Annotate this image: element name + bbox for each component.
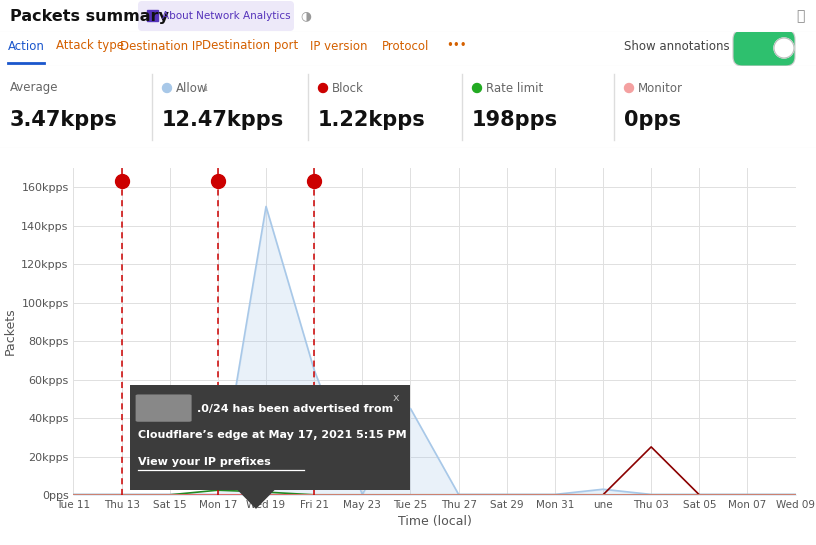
Text: Packets summary: Packets summary (10, 9, 169, 23)
Text: Action: Action (8, 39, 45, 52)
Text: .0/24 has been advertised from: .0/24 has been advertised from (197, 404, 393, 414)
Text: 12.47kpps: 12.47kpps (162, 110, 284, 130)
Text: 1.22kpps: 1.22kpps (318, 110, 426, 130)
Polygon shape (237, 489, 276, 509)
Circle shape (472, 83, 481, 93)
Text: View your IP prefixes: View your IP prefixes (139, 457, 271, 467)
Text: 0pps: 0pps (624, 110, 681, 130)
Text: Allow: Allow (176, 82, 207, 94)
X-axis label: Time (local): Time (local) (397, 516, 472, 529)
FancyBboxPatch shape (733, 30, 795, 66)
Y-axis label: Packets: Packets (4, 308, 17, 355)
Circle shape (774, 38, 794, 58)
Circle shape (162, 83, 171, 93)
Text: •••: ••• (446, 39, 467, 52)
Text: ⧉: ⧉ (796, 9, 805, 23)
Text: Attack type: Attack type (56, 39, 124, 52)
Text: x: x (392, 392, 399, 403)
Text: About Network Analytics: About Network Analytics (162, 11, 290, 21)
Text: Block: Block (332, 82, 364, 94)
Text: 3.47kpps: 3.47kpps (10, 110, 118, 130)
Text: Show annotations: Show annotations (624, 39, 730, 52)
FancyBboxPatch shape (138, 1, 294, 31)
FancyBboxPatch shape (135, 395, 192, 422)
Bar (147, 10, 158, 21)
Text: ℹ: ℹ (204, 83, 208, 93)
Circle shape (318, 83, 327, 93)
Text: Destination IP: Destination IP (120, 39, 202, 52)
Text: ◑: ◑ (300, 9, 311, 22)
Text: Rate limit: Rate limit (486, 82, 543, 94)
Text: Protocol: Protocol (382, 39, 429, 52)
Text: 198pps: 198pps (472, 110, 558, 130)
Text: Monitor: Monitor (638, 82, 683, 94)
Circle shape (624, 83, 633, 93)
Text: Average: Average (10, 82, 59, 94)
Text: IP version: IP version (310, 39, 367, 52)
FancyBboxPatch shape (124, 383, 415, 492)
Text: Cloudflare’s edge at May 17, 2021 5:15 PM: Cloudflare’s edge at May 17, 2021 5:15 P… (139, 431, 407, 440)
Text: Destination port: Destination port (202, 39, 299, 52)
